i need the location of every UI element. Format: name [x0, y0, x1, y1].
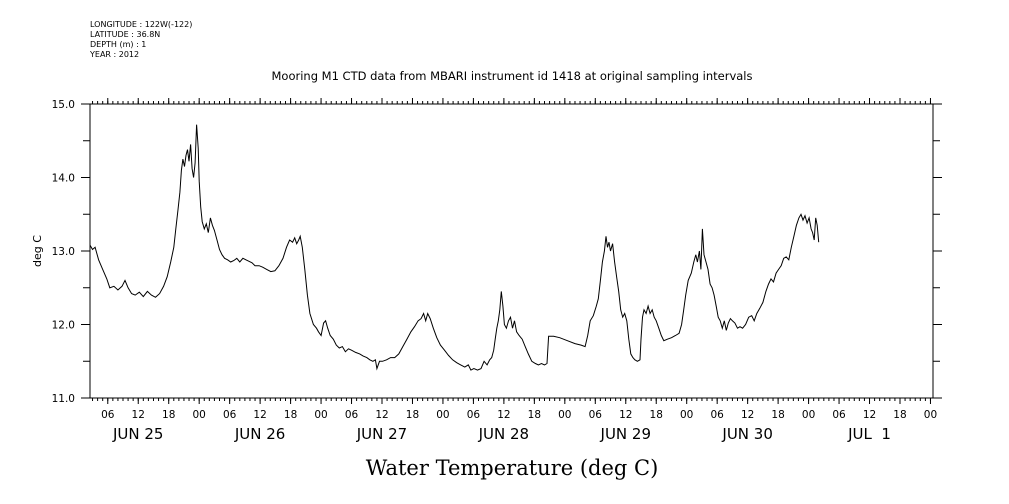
x-tick-label: 18	[284, 409, 297, 421]
axis-ticks	[81, 98, 942, 404]
x-tick-label: 00	[192, 409, 205, 421]
x-tick-label: 06	[101, 409, 115, 421]
temperature-series-line	[89, 124, 820, 371]
x-tick-label: 12	[375, 409, 388, 421]
y-tick-label: 15.0	[52, 99, 75, 111]
y-tick-label: 12.0	[52, 320, 75, 332]
y-axis-label: deg C	[31, 235, 44, 267]
x-tick-label: 18	[650, 409, 663, 421]
x-tick-label: 12	[619, 409, 632, 421]
x-tick-label: 18	[406, 409, 419, 421]
x-tick-label: 18	[771, 409, 784, 421]
x-tick-label: 18	[162, 409, 175, 421]
x-tick-label: 00	[924, 409, 937, 421]
x-tick-label: 12	[132, 409, 145, 421]
day-label: JUN 28	[478, 425, 529, 443]
x-axis-label: Water Temperature (deg C)	[366, 456, 659, 480]
day-label: JUN 25	[112, 425, 163, 443]
day-label: JUN 29	[600, 425, 651, 443]
plot-frame	[89, 103, 934, 399]
day-labels: JUN 25 JUN 26 JUN 27 JUN 28 JUN 29 JUN 30 JUL …	[112, 425, 891, 443]
x-tick-label: 06	[832, 409, 846, 421]
y-tick-labels: 11.0 12.0 13.0 14.0 15.0	[52, 99, 75, 405]
x-tick-label: 00	[680, 409, 693, 421]
meta-longitude: LONGITUDE : 122W(-122)	[90, 20, 193, 29]
x-tick-labels: 06 12 18 00 06 12 18 00 06 12 18 00 06 12 18 00 06 12 18 00…	[101, 409, 937, 421]
x-tick-label: 06	[345, 409, 359, 421]
meta-depth: DEPTH (m) : 1	[90, 40, 147, 49]
x-tick-label: 18	[528, 409, 541, 421]
x-tick-label: 00	[314, 409, 327, 421]
x-tick-label: 18	[893, 409, 906, 421]
day-label: JUN 26	[234, 425, 285, 443]
day-label: JUN 30	[721, 425, 772, 443]
meta-year: YEAR : 2012	[90, 50, 140, 59]
x-tick-label: 12	[863, 409, 876, 421]
x-tick-label: 12	[497, 409, 510, 421]
x-tick-label: 12	[741, 409, 754, 421]
x-tick-label: 06	[710, 409, 724, 421]
x-tick-label: 06	[467, 409, 481, 421]
metadata-block: LONGITUDE : 122W(-122) LATITUDE : 36.8N …	[90, 20, 192, 60]
day-label: JUL 1	[847, 425, 891, 443]
chart-title: Mooring M1 CTD data from MBARI instrumen…	[272, 69, 753, 83]
x-tick-label: 06	[589, 409, 603, 421]
x-tick-label: 00	[436, 409, 449, 421]
y-tick-label: 14.0	[52, 173, 75, 185]
x-tick-label: 00	[802, 409, 815, 421]
y-tick-label: 11.0	[52, 393, 75, 405]
x-tick-label: 12	[253, 409, 266, 421]
meta-latitude: LATITUDE : 36.8N	[90, 30, 161, 39]
x-tick-label: 06	[223, 409, 237, 421]
x-tick-label: 00	[558, 409, 571, 421]
day-label: JUN 27	[356, 425, 407, 443]
y-tick-label: 13.0	[52, 246, 75, 258]
